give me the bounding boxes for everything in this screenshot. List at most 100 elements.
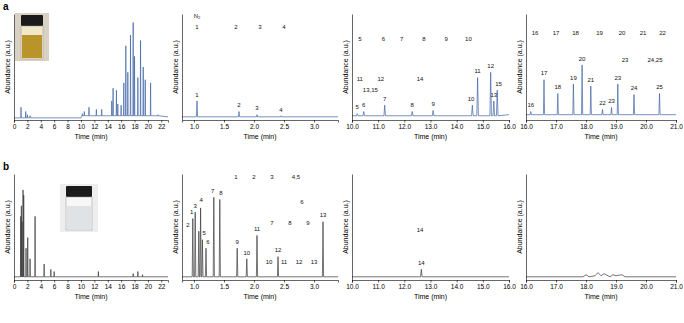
peak-label: 3 bbox=[258, 24, 262, 30]
x-tick-label: 12.0 bbox=[399, 283, 412, 290]
x-tick-label: 19.0 bbox=[610, 283, 623, 290]
x-tick-label: 16.0 bbox=[520, 283, 533, 290]
peak-label: N₂ bbox=[194, 13, 201, 19]
x-axis: 0246810121416182022 bbox=[13, 120, 169, 130]
y-axis bbox=[182, 175, 183, 281]
peak-label: 14 bbox=[417, 76, 424, 82]
peak-label: 12 bbox=[487, 63, 494, 69]
y-axis-title: Abundance (a.u.) bbox=[516, 40, 524, 94]
vial-glass bbox=[66, 197, 92, 230]
peak-label: 1 bbox=[195, 24, 199, 30]
x-tick-label: 8 bbox=[66, 123, 70, 130]
chromatogram-line bbox=[182, 197, 338, 277]
x-tick-label: 14 bbox=[105, 283, 113, 290]
x-tick: 18.0 bbox=[580, 280, 593, 290]
panel: 1.01.52.02.53.0Time (min)Abundance (a.u.… bbox=[172, 174, 339, 301]
peak-label: 1 bbox=[195, 92, 199, 98]
peak-label: 8 bbox=[288, 220, 292, 226]
x-tick-label: 16.0 bbox=[503, 283, 516, 290]
peak-label: 11 bbox=[254, 226, 261, 232]
x-axis: 16.017.018.019.020.021.0 bbox=[520, 280, 683, 290]
peak-label: 12 bbox=[296, 259, 303, 265]
peak-label: 2 bbox=[234, 24, 238, 30]
x-tick-label: 14.0 bbox=[451, 123, 464, 130]
x-tick-label: 12 bbox=[91, 283, 99, 290]
peak-label: 1 bbox=[234, 174, 238, 180]
x-tick-label: 10.0 bbox=[346, 283, 359, 290]
x-tick: 2.0 bbox=[250, 280, 259, 290]
x-axis-title: Time (min) bbox=[584, 133, 617, 141]
x-tick: 12.0 bbox=[399, 280, 412, 290]
x-tick-label: 2 bbox=[26, 283, 30, 290]
vial-photo bbox=[15, 13, 49, 61]
x-tick: 6 bbox=[53, 280, 57, 290]
x-tick: 12.0 bbox=[399, 120, 412, 130]
panel-label: a bbox=[3, 1, 9, 12]
x-tick-label: 19.0 bbox=[610, 123, 623, 130]
x-tick-label: 15.0 bbox=[477, 123, 490, 130]
peak-label: 16 bbox=[532, 30, 539, 36]
x-axis-title: Time (min) bbox=[414, 133, 447, 141]
y-axis-title: Abundance (a.u.) bbox=[172, 200, 180, 254]
x-tick-label: 16 bbox=[118, 283, 126, 290]
x-tick-label: 2.0 bbox=[250, 283, 259, 290]
x-tick: 1.0 bbox=[190, 280, 199, 290]
peak-label: 7 bbox=[383, 96, 387, 102]
peak-label: 24 bbox=[631, 85, 638, 91]
x-tick-label: 20 bbox=[145, 283, 153, 290]
y-axis bbox=[14, 175, 15, 281]
x-tick-label: 17.0 bbox=[550, 123, 563, 130]
panel: 1.01.52.02.53.0Time (min)Abundance (a.u.… bbox=[172, 13, 339, 141]
peak-label: 6 bbox=[300, 199, 304, 205]
peak-label: 12 bbox=[275, 247, 282, 253]
x-tick: 2 bbox=[26, 120, 30, 130]
x-tick-label: 4 bbox=[39, 283, 43, 290]
plot-area bbox=[352, 72, 509, 115]
peak-label: 22 bbox=[659, 30, 666, 36]
x-tick: 14 bbox=[105, 280, 113, 290]
x-tick-label: 16.0 bbox=[503, 123, 516, 130]
y-axis-title: Abundance (a.u.) bbox=[516, 200, 524, 254]
x-tick: 3.0 bbox=[310, 280, 319, 290]
peak-label: 11 bbox=[474, 68, 481, 74]
vial-liquid bbox=[67, 206, 91, 229]
peak-label: 2 bbox=[186, 222, 190, 228]
x-tick-label: 20.0 bbox=[640, 123, 653, 130]
x-tick: 11.0 bbox=[373, 280, 386, 290]
figure: 0246810121416182022Time (min)Abundance (… bbox=[0, 0, 684, 323]
x-tick-label: 18.0 bbox=[580, 123, 593, 130]
x-tick-label: 2.5 bbox=[280, 283, 289, 290]
y-axis-line bbox=[14, 15, 15, 121]
x-tick: 0 bbox=[13, 280, 17, 290]
x-tick-label: 21.0 bbox=[670, 283, 683, 290]
x-tick: 21.0 bbox=[670, 120, 683, 130]
peak-label: 8 bbox=[411, 102, 415, 108]
y-axis-title: Abundance (a.u.) bbox=[172, 40, 180, 94]
plot-area bbox=[14, 22, 168, 117]
peak-label: 4 bbox=[279, 107, 283, 113]
x-tick-label: 11.0 bbox=[373, 123, 386, 130]
peak-label: 21 bbox=[640, 30, 647, 36]
x-tick: 6 bbox=[53, 120, 57, 130]
x-tick: 17.0 bbox=[550, 120, 563, 130]
peak-label: 10 bbox=[266, 259, 273, 265]
x-tick: 11.0 bbox=[373, 120, 386, 130]
peak-label: 5 bbox=[358, 36, 362, 42]
peak-label: 13 bbox=[490, 92, 497, 98]
peak-label: 23 bbox=[608, 98, 615, 104]
x-axis: 0246810121416182022 bbox=[13, 280, 169, 290]
y-axis-title: Abundance (a.u.) bbox=[342, 200, 350, 254]
photo-bg bbox=[60, 184, 98, 232]
chromatogram-line bbox=[352, 269, 509, 276]
x-tick-label: 1.5 bbox=[220, 283, 229, 290]
peak-label: 2 bbox=[237, 102, 241, 108]
plot-area bbox=[352, 269, 509, 276]
panel: 16.017.018.019.020.021.0Time (min)Abunda… bbox=[516, 175, 683, 302]
peak-label: 13 bbox=[320, 212, 327, 218]
x-tick-label: 12 bbox=[91, 123, 99, 130]
x-tick-label: 22 bbox=[158, 123, 166, 130]
x-tick: 0 bbox=[13, 120, 17, 130]
x-tick: 2.5 bbox=[280, 120, 289, 130]
peak-label: 17 bbox=[553, 30, 560, 36]
chromatogram-line bbox=[182, 101, 338, 117]
